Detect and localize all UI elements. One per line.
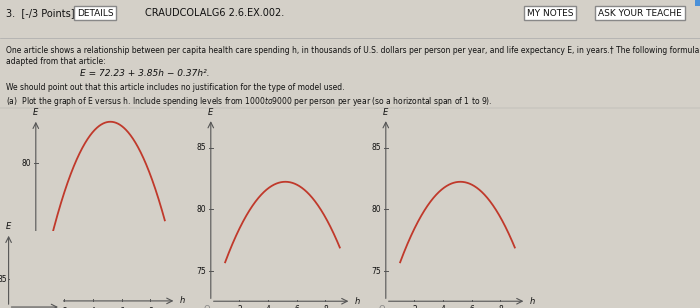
- Text: h: h: [180, 296, 185, 306]
- Bar: [695, 0, 700, 6]
- Text: One article shows a relationship between per capita health care spending h, in t: One article shows a relationship between…: [6, 46, 700, 55]
- Text: 6: 6: [295, 305, 299, 308]
- Text: 85: 85: [371, 143, 381, 152]
- Text: DETAILS: DETAILS: [77, 9, 113, 18]
- Text: 8: 8: [323, 305, 328, 308]
- Text: E: E: [6, 222, 11, 231]
- Text: 4: 4: [91, 307, 96, 308]
- Text: ASK YOUR TEACHE: ASK YOUR TEACHE: [598, 9, 682, 18]
- Text: E = 72.23 + 3.85h − 0.37h².: E = 72.23 + 3.85h − 0.37h².: [80, 69, 209, 78]
- Text: CRAUDCOLALG6 2.6.EX.002.: CRAUDCOLALG6 2.6.EX.002.: [145, 8, 284, 18]
- Text: 75: 75: [371, 266, 381, 276]
- Text: 6: 6: [120, 307, 124, 308]
- Text: 8: 8: [498, 305, 503, 308]
- Text: 80: 80: [21, 159, 31, 168]
- Text: E: E: [208, 108, 213, 117]
- Text: adapted from that article:: adapted from that article:: [6, 57, 106, 66]
- Text: 85: 85: [0, 275, 7, 284]
- Text: h: h: [355, 297, 360, 306]
- Text: 8: 8: [148, 307, 153, 308]
- Text: 4: 4: [266, 305, 271, 308]
- Text: h: h: [530, 297, 535, 306]
- Text: We should point out that this article includes no justification for the type of : We should point out that this article in…: [6, 83, 344, 92]
- Text: 3.  [-/3 Points]: 3. [-/3 Points]: [6, 8, 75, 18]
- Text: 2: 2: [412, 305, 416, 308]
- Text: 80: 80: [371, 205, 381, 214]
- Text: E: E: [33, 108, 38, 117]
- Text: O: O: [379, 305, 385, 308]
- Text: 2: 2: [237, 305, 241, 308]
- Text: 6: 6: [470, 305, 474, 308]
- Text: 85: 85: [196, 143, 206, 152]
- Text: 80: 80: [196, 205, 206, 214]
- Text: E: E: [383, 108, 389, 117]
- Text: (a)  Plot the graph of E versus h. Include spending levels from $1000 to $9000 p: (a) Plot the graph of E versus h. Includ…: [6, 95, 493, 108]
- Text: 75: 75: [196, 266, 206, 276]
- Text: 75: 75: [21, 251, 31, 260]
- Text: 2: 2: [62, 307, 66, 308]
- Text: 4: 4: [441, 305, 446, 308]
- Text: O: O: [204, 305, 210, 308]
- Text: MY NOTES: MY NOTES: [526, 9, 573, 18]
